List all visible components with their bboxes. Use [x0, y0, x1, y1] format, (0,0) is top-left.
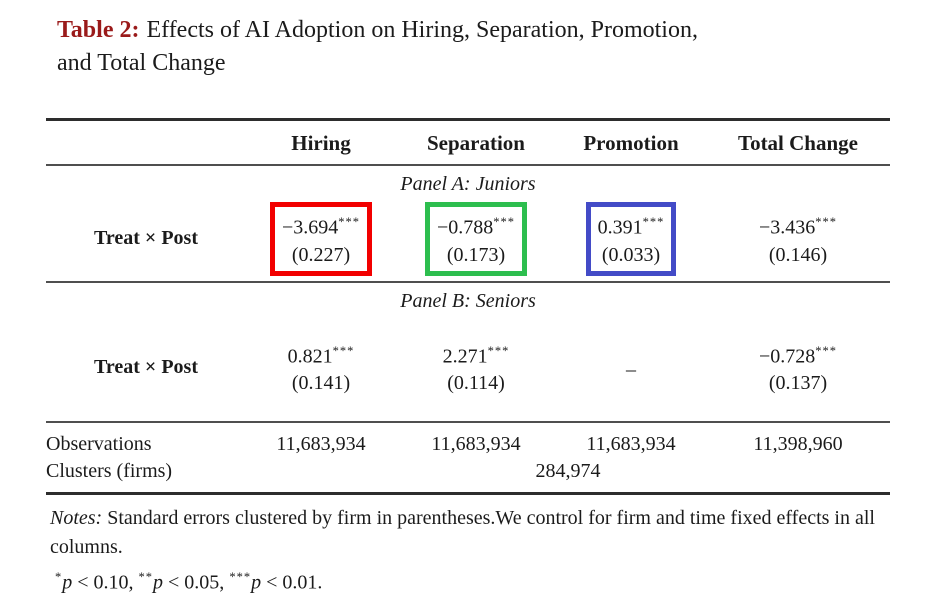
- significance-stars: ***: [332, 343, 355, 358]
- standard-error: (0.033): [601, 243, 661, 266]
- plain-cell: 2.271*** (0.114): [431, 331, 522, 405]
- significance-stars: ***: [642, 215, 665, 229]
- observations-promotion: 11,683,934: [586, 433, 676, 456]
- legend-cond-2: < 0.05,: [163, 571, 230, 594]
- coefficient-value: 0.391: [597, 216, 643, 239]
- highlight-box-blue: 0.391*** (0.033): [585, 202, 677, 276]
- table-number-label: Table 2:: [57, 17, 140, 43]
- legend-p-2: p: [153, 571, 164, 594]
- coefficient-line: –: [626, 351, 636, 384]
- significance-legend: *p < 0.10, **p < 0.05, ***p < 0.01.: [55, 563, 939, 597]
- table-title-line1: Effects of AI Adoption on Hiring, Separa…: [146, 17, 698, 43]
- standard-error: (0.137): [768, 372, 828, 395]
- column-header-separation: Separation: [396, 119, 556, 166]
- coefficient-line: 0.821***: [288, 338, 355, 371]
- clusters-row: Clusters (firms) 284,974: [46, 458, 890, 494]
- results-table: Hiring Separation Promotion Total Change…: [46, 118, 890, 496]
- significance-stars: ***: [815, 343, 838, 358]
- cell-seniors-hiring: 0.821*** (0.141): [246, 315, 396, 424]
- significance-stars: ***: [493, 215, 516, 229]
- legend-cond-1: < 0.10,: [72, 571, 139, 594]
- coefficient-line: 2.271***: [443, 338, 510, 371]
- observations-label: Observations: [46, 433, 152, 456]
- cell-juniors-promotion: 0.391*** (0.033): [556, 199, 706, 283]
- notes-prefix: Notes:: [50, 507, 103, 530]
- legend-stars-3: ***: [229, 570, 252, 585]
- coefficient-value: 2.271: [442, 345, 488, 368]
- panel-b-coefficient-row: Treat × Post 0.821*** (0.141) 2.271*** (…: [46, 315, 890, 424]
- clusters-label: Clusters (firms): [46, 460, 173, 483]
- observations-hiring: 11,683,934: [276, 433, 366, 456]
- panel-a-label: Panel A: Juniors: [400, 173, 536, 195]
- column-header-total-change: Total Change: [706, 119, 890, 166]
- coefficient-value: −0.728: [758, 345, 816, 368]
- standard-error: (0.146): [768, 243, 828, 266]
- highlight-box-red: −3.694*** (0.227): [269, 202, 373, 276]
- row-label-treat-post-a: Treat × Post: [46, 199, 246, 283]
- table-title-line2: and Total Change: [57, 50, 226, 76]
- legend-stars-2: **: [138, 570, 154, 585]
- column-header-promotion: Promotion: [556, 119, 706, 166]
- standard-error: (0.227): [291, 243, 351, 266]
- notes-text: Standard errors clustered by firm in par…: [50, 507, 875, 559]
- row-label-treat-post-b: Treat × Post: [46, 315, 246, 424]
- panel-b-label: Panel B: Seniors: [400, 289, 536, 312]
- standard-error: (0.114): [447, 372, 505, 395]
- header-empty-cell: [46, 119, 246, 166]
- observations-total-change: 11,398,960: [753, 433, 843, 456]
- significance-stars: ***: [338, 215, 361, 229]
- coefficient-line: −3.694***: [282, 209, 360, 242]
- coefficient-value: 0.821: [287, 345, 333, 368]
- panel-a-coefficient-row: Treat × Post −3.694*** (0.227) −0.788***…: [46, 199, 890, 283]
- standard-error: (0.141): [291, 372, 351, 395]
- clusters-value: 284,974: [535, 460, 601, 483]
- panel-b-header-row: Panel B: Seniors: [46, 282, 890, 316]
- cell-juniors-hiring: −3.694*** (0.227): [246, 199, 396, 283]
- legend-cond-3: < 0.01.: [261, 571, 323, 594]
- legend-stars-1: *: [55, 570, 63, 585]
- observations-row: Observations 11,683,934 11,683,934 11,68…: [46, 422, 890, 458]
- cell-juniors-total-change: −3.436*** (0.146): [706, 199, 890, 283]
- plain-cell: 0.821*** (0.141): [276, 331, 367, 405]
- cell-juniors-separation: −0.788*** (0.173): [396, 199, 556, 283]
- standard-error: (0.173): [446, 243, 506, 266]
- legend-p-3: p: [251, 571, 262, 594]
- coefficient-line: −3.436***: [759, 209, 837, 242]
- coefficient-line: −0.728***: [759, 338, 837, 371]
- significance-stars: ***: [487, 343, 510, 358]
- significance-stars: ***: [815, 215, 838, 229]
- coefficient-value: –: [626, 358, 636, 381]
- highlight-box-green: −0.788*** (0.173): [424, 202, 528, 276]
- plain-cell: −0.728*** (0.137): [747, 331, 849, 405]
- coefficient-line: −0.788***: [437, 209, 515, 242]
- coefficient-value: −0.788: [436, 216, 494, 239]
- table-title: Table 2: Effects of AI Adoption on Hiring…: [57, 14, 917, 80]
- coefficient-value: −3.694: [281, 216, 339, 239]
- column-header-hiring: Hiring: [246, 119, 396, 166]
- cell-seniors-total-change: −0.728*** (0.137): [706, 315, 890, 424]
- header-row: Hiring Separation Promotion Total Change: [46, 119, 890, 166]
- panel-a-header-row: Panel A: Juniors: [46, 165, 890, 199]
- coefficient-value: −3.436: [758, 216, 816, 239]
- observations-separation: 11,683,934: [431, 433, 521, 456]
- table-notes: Notes: Standard errors clustered by firm…: [50, 504, 914, 562]
- legend-p-1: p: [62, 571, 73, 594]
- plain-cell: –: [614, 344, 648, 391]
- cell-seniors-separation: 2.271*** (0.114): [396, 315, 556, 424]
- plain-cell: −3.436*** (0.146): [747, 202, 849, 276]
- cell-seniors-promotion: –: [556, 315, 706, 424]
- coefficient-line: 0.391***: [598, 209, 665, 242]
